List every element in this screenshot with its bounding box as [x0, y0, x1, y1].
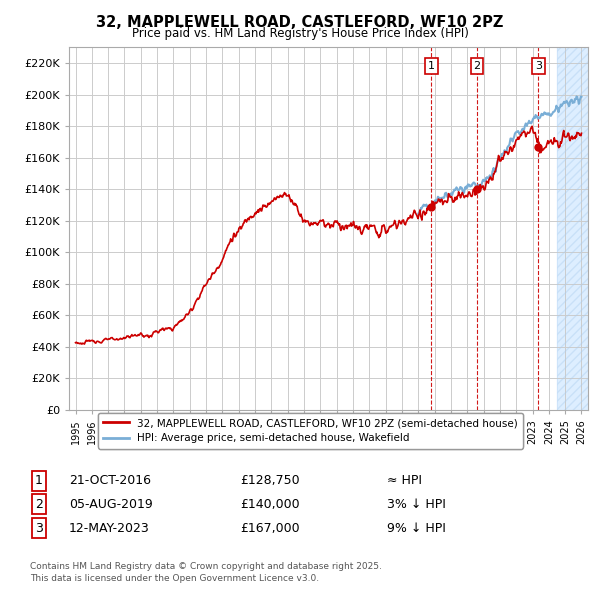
Text: ≈ HPI: ≈ HPI	[387, 474, 422, 487]
Text: £128,750: £128,750	[240, 474, 299, 487]
Text: Price paid vs. HM Land Registry's House Price Index (HPI): Price paid vs. HM Land Registry's House …	[131, 27, 469, 40]
Text: £140,000: £140,000	[240, 498, 299, 511]
Text: £167,000: £167,000	[240, 522, 299, 535]
Text: 3% ↓ HPI: 3% ↓ HPI	[387, 498, 446, 511]
Legend: 32, MAPPLEWELL ROAD, CASTLEFORD, WF10 2PZ (semi-detached house), HPI: Average pr: 32, MAPPLEWELL ROAD, CASTLEFORD, WF10 2P…	[98, 413, 523, 448]
Text: 1: 1	[35, 474, 43, 487]
Text: 2: 2	[473, 61, 481, 71]
Text: 1: 1	[428, 61, 435, 71]
Text: 3: 3	[35, 522, 43, 535]
Text: 05-AUG-2019: 05-AUG-2019	[69, 498, 153, 511]
Text: 9% ↓ HPI: 9% ↓ HPI	[387, 522, 446, 535]
Text: 2: 2	[35, 498, 43, 511]
Text: 21-OCT-2016: 21-OCT-2016	[69, 474, 151, 487]
Text: 32, MAPPLEWELL ROAD, CASTLEFORD, WF10 2PZ: 32, MAPPLEWELL ROAD, CASTLEFORD, WF10 2P…	[97, 15, 503, 30]
Bar	[557, 47, 600, 410]
Text: 3: 3	[535, 61, 542, 71]
Text: Contains HM Land Registry data © Crown copyright and database right 2025.
This d: Contains HM Land Registry data © Crown c…	[30, 562, 382, 583]
Text: 12-MAY-2023: 12-MAY-2023	[69, 522, 150, 535]
Bar	[557, 47, 600, 410]
